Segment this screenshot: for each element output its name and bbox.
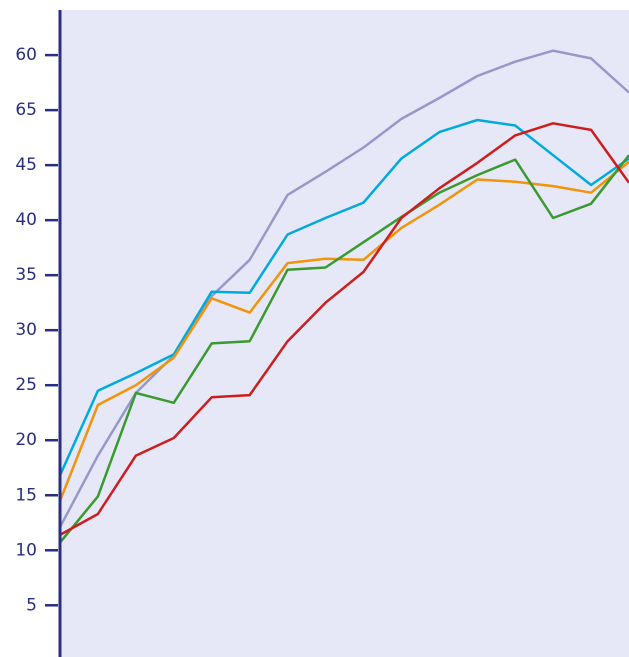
series-line bbox=[58, 49, 629, 528]
y-tick-label: 5 bbox=[26, 595, 37, 615]
y-tick-label: 65 bbox=[15, 100, 37, 120]
series-line bbox=[58, 118, 629, 476]
series-line bbox=[59, 122, 629, 536]
y-tick-label: 15 bbox=[15, 485, 37, 505]
y-tick-label: 40 bbox=[15, 210, 37, 230]
series-line bbox=[59, 154, 629, 544]
y-tick-label: 30 bbox=[15, 320, 37, 340]
y-tick-label: 60 bbox=[15, 45, 37, 65]
y-tick-label: 25 bbox=[15, 375, 37, 395]
y-tick-label: 20 bbox=[15, 430, 37, 450]
y-tick-label: 35 bbox=[15, 265, 37, 285]
plot-area bbox=[60, 10, 629, 657]
y-tick-label: 10 bbox=[15, 540, 37, 560]
y-tick-label: 45 bbox=[15, 155, 37, 175]
series-line bbox=[58, 160, 629, 502]
